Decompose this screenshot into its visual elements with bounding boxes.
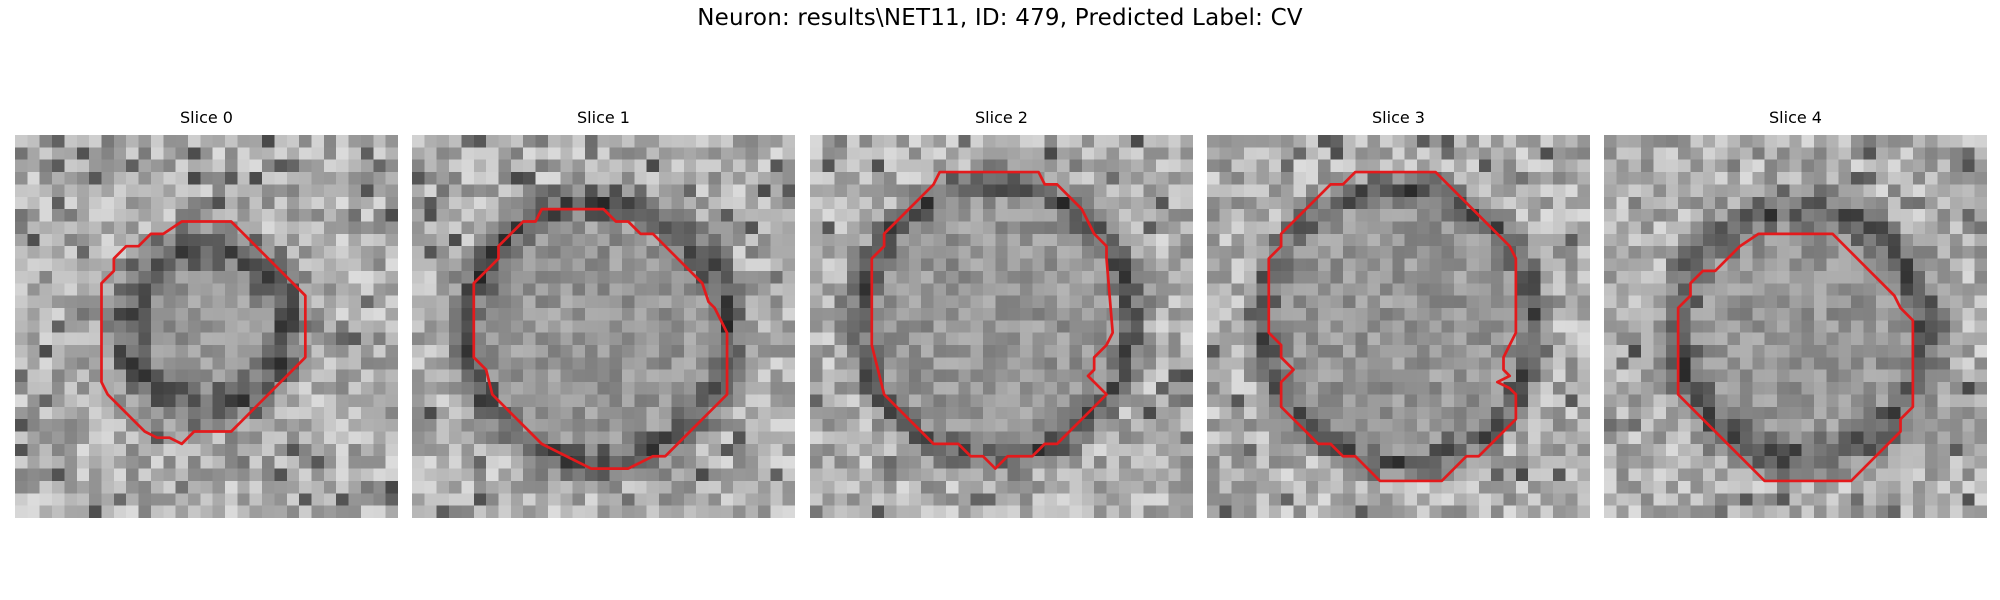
segmentation-contour <box>100 220 307 446</box>
slice-image <box>15 135 398 518</box>
slice-panel-3: Slice 3 <box>1207 108 1590 518</box>
slice-title: Slice 3 <box>1372 108 1425 127</box>
segmentation-contour <box>1676 232 1915 483</box>
slice-panel-4: Slice 4 <box>1604 108 1987 518</box>
slice-title: Slice 1 <box>577 108 630 127</box>
slice-image <box>810 135 1193 518</box>
segmentation-contour <box>1267 170 1518 483</box>
slice-image <box>1604 135 1987 518</box>
slice-panel-2: Slice 2 <box>810 108 1193 518</box>
slice-panel-1: Slice 1 <box>412 108 795 518</box>
slice-title: Slice 2 <box>975 108 1028 127</box>
slice-image <box>1207 135 1590 518</box>
slice-title: Slice 4 <box>1769 108 1822 127</box>
segmentation-contour <box>870 170 1115 470</box>
figure-title: Neuron: results\NET11, ID: 479, Predicte… <box>697 5 1303 31</box>
slice-image <box>412 135 795 518</box>
slice-title: Slice 0 <box>180 108 233 127</box>
segmentation-contour <box>472 207 729 470</box>
slice-panel-0: Slice 0 <box>15 108 398 518</box>
